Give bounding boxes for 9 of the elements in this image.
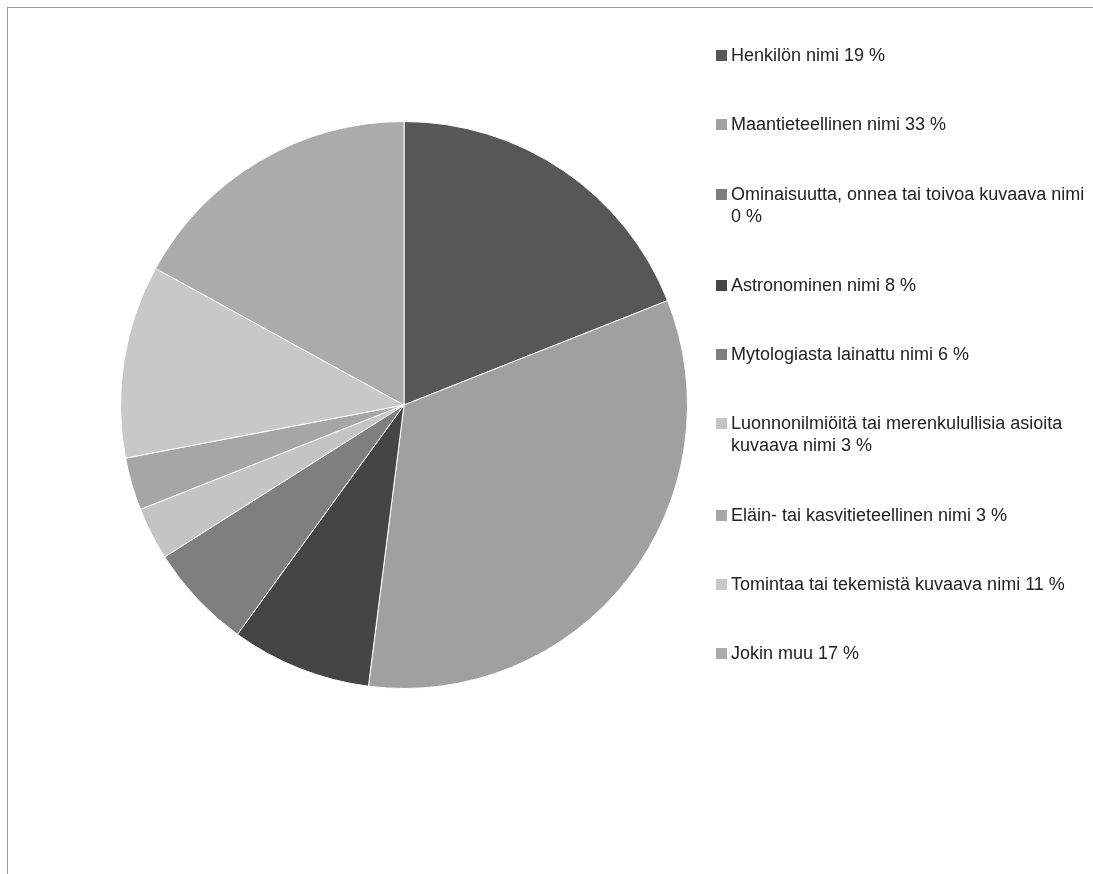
legend-label: Maantieteellinen nimi 33 % xyxy=(731,113,947,136)
legend-label: Henkilön nimi 19 % xyxy=(731,44,886,66)
legend-label: Eläin- tai kasvitieteellinen nimi 3 % xyxy=(731,503,1008,526)
legend-label: Astronominen nimi 8 % xyxy=(731,273,917,296)
legend-label: Mytologiasta lainattu nimi 6 % xyxy=(731,343,970,365)
legend-label: Jokin muu 17 % xyxy=(731,642,860,664)
legend-label: Tomintaa tai tekemistä kuvaava nimi 11 % xyxy=(731,572,1065,595)
legend-label: Luonnonilmiöitä tai merenkulullisia asioita kuvaava nimi 3 % xyxy=(731,412,1064,457)
legend-label: Ominaisuutta, onnea tai toivoa kuvaava nimi 0 % xyxy=(731,182,1086,227)
